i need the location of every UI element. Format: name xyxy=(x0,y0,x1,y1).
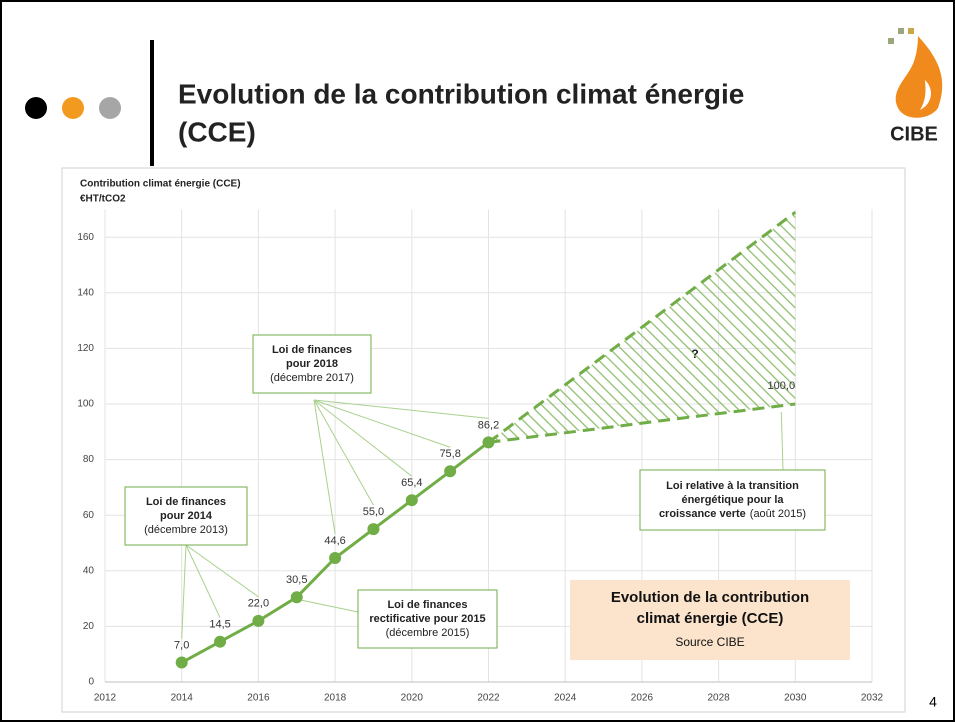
logo-flame xyxy=(920,80,932,110)
data-label: 7,0 xyxy=(174,639,189,651)
logo-square xyxy=(898,28,904,34)
data-label: 86,2 xyxy=(478,419,499,431)
y-tick-label: 80 xyxy=(83,454,95,465)
data-point xyxy=(252,614,265,627)
annotation-text: Loi relative à la transition xyxy=(666,480,799,492)
leader-line xyxy=(313,399,413,477)
dot xyxy=(99,97,121,119)
x-tick-label: 2032 xyxy=(861,693,884,704)
y-axis-title: Contribution climat énergie (CCE) xyxy=(80,179,241,190)
x-tick-label: 2030 xyxy=(784,693,807,704)
annotation-text: rectificative pour 2015 xyxy=(369,613,485,625)
x-tick-label: 2018 xyxy=(324,693,347,704)
y-tick-label: 40 xyxy=(83,565,95,576)
source-title: climat énergie (CCE) xyxy=(637,610,784,627)
x-tick-label: 2014 xyxy=(171,693,194,704)
y-tick-label: 160 xyxy=(77,232,94,243)
leader-line xyxy=(313,399,489,419)
data-label: 55,0 xyxy=(363,506,384,518)
x-tick-label: 2020 xyxy=(401,693,424,704)
annotation-text: énergétique pour la xyxy=(681,494,784,506)
data-label: 44,6 xyxy=(324,535,345,547)
annotation-text: Loi de finances xyxy=(272,344,352,356)
x-tick-label: 2012 xyxy=(94,693,117,704)
data-point xyxy=(214,635,227,648)
annotation-date: (décembre 2017) xyxy=(270,372,354,384)
data-label: 30,5 xyxy=(286,574,307,586)
annotation-text: énergétique pour la xyxy=(681,494,784,506)
annotation-date: (décembre 2015) xyxy=(386,627,470,639)
logo-flame xyxy=(895,36,943,118)
leader-line xyxy=(313,399,336,535)
x-tick-label: 2028 xyxy=(707,693,730,704)
annotation-box xyxy=(252,334,372,394)
data-point xyxy=(367,523,380,536)
dot xyxy=(62,97,84,119)
source-box xyxy=(570,580,850,660)
data-label: 22,0 xyxy=(248,598,269,610)
source-title: Evolution de la contribution xyxy=(611,589,809,606)
annotation-text: pour 2014 xyxy=(160,510,213,522)
x-tick-label: 2022 xyxy=(477,693,500,704)
annotation-text: rectificative pour 2015 xyxy=(369,613,485,625)
logo-square xyxy=(888,38,894,44)
data-point xyxy=(290,591,303,604)
annotation-text: pour 2014 xyxy=(160,510,213,522)
y-tick-label: 60 xyxy=(83,510,95,521)
annotation-text: pour 2018 xyxy=(286,358,338,370)
data-label: 100,0 xyxy=(768,380,796,392)
leader-line xyxy=(301,599,359,613)
annotation-text: Loi relative à la transition xyxy=(666,480,799,492)
hatch-label: ? xyxy=(691,347,698,361)
y-tick-label: 20 xyxy=(83,621,95,632)
logo: CIBE xyxy=(888,28,943,145)
y-tick-label: 0 xyxy=(88,677,94,688)
x-tick-label: 2024 xyxy=(554,693,577,704)
annotation-text: Loi de finances xyxy=(146,496,226,508)
leader-line xyxy=(185,544,221,618)
annotation-date: (août 2015) xyxy=(750,508,806,520)
leader-line xyxy=(313,399,374,506)
annotation-box xyxy=(124,486,248,546)
series-line xyxy=(488,402,796,444)
annotation-text: croissance verte (août 2015) xyxy=(659,508,806,520)
data-label: 75,8 xyxy=(439,448,460,460)
annotation-text: Loi de finances xyxy=(387,599,467,611)
source-credit: Source CIBE xyxy=(675,635,744,649)
chart: Contribution climat énergie (CCE) €HT/tCO… xyxy=(77,179,883,704)
y-tick-label: 120 xyxy=(77,343,94,354)
annotation-box xyxy=(357,589,498,649)
x-tick-label: 2016 xyxy=(247,693,270,704)
slide-title: Evolution de la contribution climat éner… xyxy=(178,78,744,109)
leader-line xyxy=(780,411,784,471)
leader-line xyxy=(185,544,259,598)
data-point xyxy=(444,465,457,478)
annotation-text: Loi de finances xyxy=(272,344,352,356)
data-point xyxy=(175,656,188,669)
logo-text: CIBE xyxy=(890,123,938,145)
y-tick-label: 140 xyxy=(77,287,94,298)
annotation-text: Loi de finances xyxy=(146,496,226,508)
data-point xyxy=(405,494,418,507)
annotation-text: Loi de finances xyxy=(387,599,467,611)
page-number: 4 xyxy=(929,694,937,710)
annotation-box xyxy=(639,469,826,531)
annotation-date: (décembre 2013) xyxy=(144,524,228,536)
y-axis-title: €HT/tCO2 xyxy=(80,194,126,205)
annotation-text: pour 2018 xyxy=(286,358,338,370)
data-point xyxy=(329,552,342,565)
y-tick-label: 100 xyxy=(77,399,94,410)
dot xyxy=(25,97,47,119)
series-line xyxy=(487,210,797,444)
leader-line xyxy=(181,544,187,639)
slide-title: (CCE) xyxy=(178,116,256,147)
logo-square xyxy=(908,28,914,34)
data-label: 14,5 xyxy=(209,619,230,631)
data-label: 65,4 xyxy=(401,477,422,489)
annotation-text: croissance verte xyxy=(659,508,746,520)
leader-line xyxy=(313,399,451,448)
x-tick-label: 2026 xyxy=(631,693,654,704)
